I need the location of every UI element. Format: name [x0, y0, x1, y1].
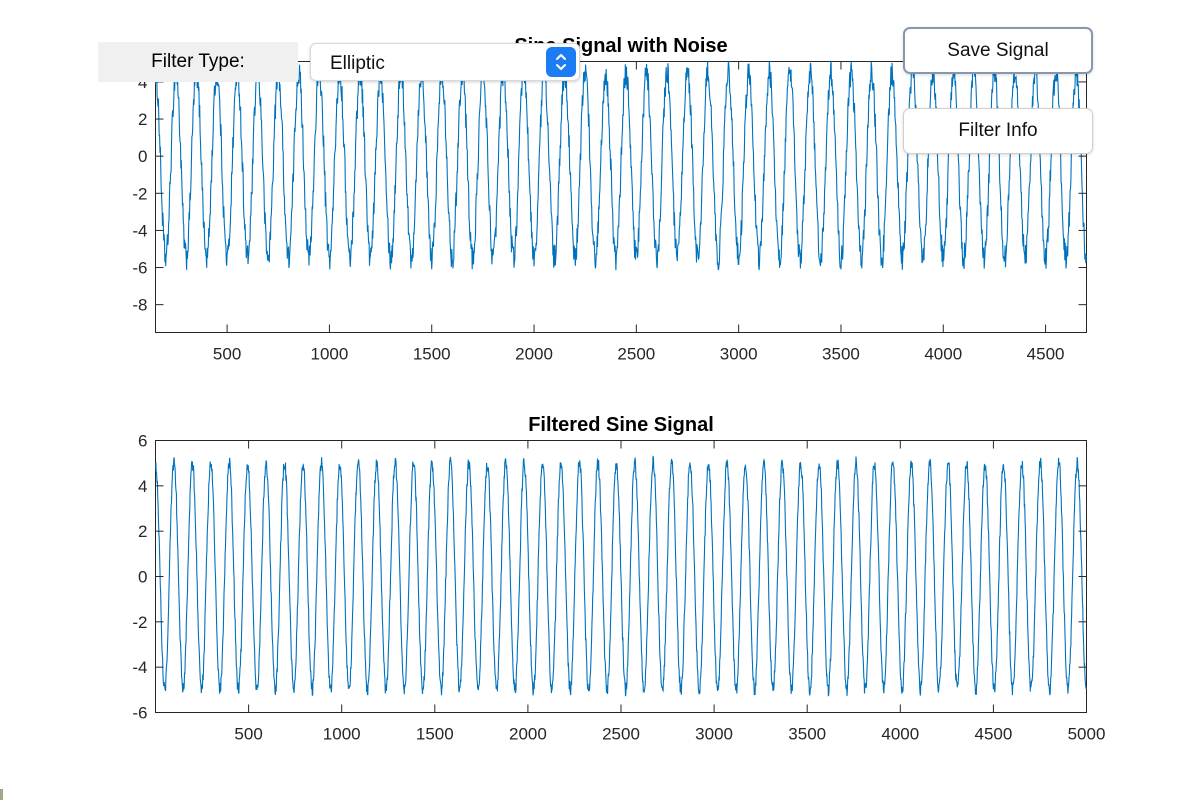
axes-noisy-yticks: -8 -6 -4 -2 0 2 4	[132, 73, 1087, 315]
y-tick-label: -4	[132, 658, 147, 677]
x-tick-label: 1500	[416, 725, 454, 744]
axes-noisy-xticks: 500 1000 1500 2000 2500 3000 3500 4000 4500	[213, 61, 1065, 364]
y-tick-label: -4	[132, 221, 147, 240]
y-tick-label: 2	[138, 522, 147, 541]
y-tick-label: 6	[138, 432, 147, 451]
y-tick-label: -6	[132, 704, 147, 723]
axes-filtered-yticks: -6 -4 -2 0 2 4 6	[132, 432, 1087, 723]
window-edge-mark	[0, 789, 3, 800]
axes-filtered: 500 1000 1500 2000 2500 3000 3500 4000 4500 5000 …	[132, 414, 1105, 744]
x-tick-label: 1000	[311, 345, 349, 364]
x-tick-label: 2000	[515, 345, 553, 364]
axes-noisy: 500 1000 1500 2000 2500 3000 3500 4000 4500 -8 -6…	[132, 35, 1088, 364]
x-tick-label: 1000	[323, 725, 361, 744]
save-signal-button[interactable]: Save Signal	[903, 27, 1093, 74]
series-filtered-line	[154, 455, 1087, 697]
x-tick-label: 4500	[1027, 345, 1065, 364]
y-tick-label: 0	[138, 147, 147, 166]
filter-type-selected-value: Elliptic	[330, 53, 385, 74]
y-tick-label: -2	[132, 184, 147, 203]
dropdown-stepper-icon[interactable]	[546, 47, 576, 77]
x-tick-label: 4500	[974, 725, 1012, 744]
filter-type-label: Filter Type:	[98, 42, 298, 82]
x-tick-label: 2000	[509, 725, 547, 744]
x-tick-label: 2500	[617, 345, 655, 364]
y-tick-label: 2	[138, 110, 147, 129]
axes-noisy-box	[155, 61, 1087, 333]
x-tick-label: 1500	[413, 345, 451, 364]
x-tick-label: 4000	[924, 345, 962, 364]
x-tick-label: 2500	[602, 725, 640, 744]
x-tick-label: 3500	[822, 345, 860, 364]
x-tick-label: 3000	[720, 345, 758, 364]
y-tick-label: 4	[138, 73, 147, 92]
x-tick-label: 500	[213, 345, 241, 364]
y-tick-label: 4	[138, 477, 147, 496]
x-tick-label: 3500	[788, 725, 826, 744]
y-tick-label: -8	[132, 296, 147, 315]
series-noisy-line	[154, 60, 1088, 271]
x-tick-label: 5000	[1068, 725, 1106, 744]
x-tick-label: 4000	[881, 725, 919, 744]
axes-filtered-xticks: 500 1000 1500 2000 2500 3000 3500 4000 4500 5000	[234, 440, 1106, 744]
y-tick-label: 0	[138, 568, 147, 587]
axes-filtered-title: Filtered Sine Signal	[528, 414, 714, 436]
x-tick-label: 500	[234, 725, 262, 744]
filter-info-button[interactable]: Filter Info	[903, 108, 1093, 154]
filter-type-dropdown[interactable]: Elliptic	[310, 43, 580, 81]
y-tick-label: -2	[132, 613, 147, 632]
x-tick-label: 3000	[695, 725, 733, 744]
y-tick-label: -6	[132, 259, 147, 278]
